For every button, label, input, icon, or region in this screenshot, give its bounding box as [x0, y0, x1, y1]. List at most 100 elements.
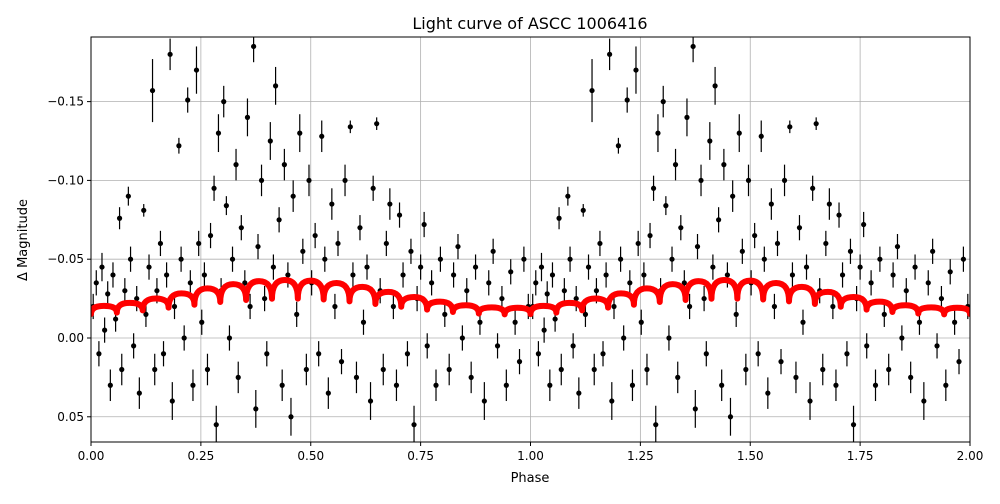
- data-point: [908, 374, 914, 380]
- data-point: [903, 288, 909, 294]
- data-point: [868, 280, 874, 286]
- data-point: [694, 243, 701, 250]
- data-point: [125, 193, 131, 199]
- data-point: [163, 272, 170, 278]
- data-point: [541, 327, 547, 333]
- data-point: [666, 335, 672, 341]
- data-point: [141, 207, 147, 213]
- data-point: [270, 264, 276, 270]
- data-point: [207, 232, 214, 239]
- data-point: [131, 343, 137, 349]
- data-point: [316, 351, 322, 357]
- data-point: [833, 382, 839, 388]
- data-point: [262, 295, 268, 302]
- data-point: [400, 272, 406, 278]
- data-point: [383, 240, 389, 247]
- data-point: [181, 335, 187, 341]
- data-point: [686, 303, 693, 310]
- data-point: [627, 280, 633, 286]
- data-point: [603, 272, 609, 278]
- data-point: [624, 97, 630, 103]
- x-tick-label: 1.75: [847, 449, 874, 463]
- data-point: [535, 351, 542, 357]
- data-point: [698, 177, 704, 184]
- data-point: [297, 130, 303, 136]
- data-point: [589, 87, 595, 94]
- data-point: [774, 240, 781, 247]
- data-point: [533, 280, 539, 286]
- data-point: [567, 256, 573, 262]
- data-point: [223, 203, 229, 209]
- data-point: [335, 240, 341, 247]
- data-point: [190, 382, 196, 388]
- data-point: [745, 177, 752, 184]
- data-point: [338, 359, 345, 365]
- data-point: [591, 366, 597, 373]
- data-point: [99, 264, 105, 270]
- data-point: [424, 343, 430, 349]
- data-point: [146, 264, 152, 270]
- data-point: [342, 177, 348, 184]
- data-point: [300, 248, 306, 254]
- data-point: [267, 138, 273, 144]
- data-point: [258, 177, 265, 184]
- data-point: [122, 288, 128, 294]
- data-point: [288, 414, 294, 420]
- data-point: [255, 243, 261, 250]
- data-point: [149, 87, 156, 94]
- y-tick-label: 0.05: [57, 410, 84, 424]
- data-point: [960, 256, 967, 262]
- data-point: [930, 248, 936, 254]
- chart-title: Light curve of ASCC 1006416: [412, 14, 647, 33]
- data-point: [719, 382, 725, 388]
- data-point: [347, 124, 353, 130]
- data-point: [272, 83, 279, 89]
- data-point: [952, 319, 958, 325]
- data-point: [408, 248, 414, 254]
- data-point: [494, 343, 501, 349]
- y-tick-label: −0.10: [47, 173, 84, 187]
- data-point: [187, 280, 193, 286]
- data-point: [247, 303, 253, 310]
- data-point: [675, 374, 681, 380]
- data-point: [233, 162, 239, 168]
- data-point: [803, 264, 810, 270]
- data-point: [739, 248, 745, 254]
- data-point: [655, 130, 661, 136]
- data-point: [477, 319, 483, 325]
- data-point: [229, 256, 236, 262]
- data-point: [364, 264, 370, 270]
- data-point: [549, 272, 556, 278]
- data-point: [446, 366, 452, 373]
- data-point: [956, 359, 962, 365]
- data-point: [576, 390, 582, 396]
- data-point: [925, 280, 931, 286]
- observations: [91, 37, 970, 442]
- data-point: [521, 256, 527, 262]
- data-point: [508, 269, 514, 275]
- data-point: [169, 398, 175, 404]
- data-point: [556, 215, 562, 221]
- model-line: [91, 277, 534, 318]
- data-point: [544, 291, 550, 297]
- data-point: [459, 335, 465, 341]
- data-point: [617, 256, 624, 262]
- data-point: [890, 272, 896, 278]
- data-point: [213, 422, 219, 428]
- data-point: [872, 382, 879, 388]
- data-point: [943, 382, 949, 388]
- data-point: [934, 343, 940, 349]
- data-point: [758, 133, 764, 139]
- data-point: [768, 201, 774, 207]
- data-point: [193, 67, 200, 73]
- data-point: [196, 240, 202, 247]
- data-point: [830, 303, 836, 310]
- data-point: [721, 162, 727, 168]
- data-point: [857, 264, 863, 270]
- data-point: [733, 311, 739, 317]
- data-point: [442, 311, 448, 317]
- data-point: [641, 272, 647, 278]
- data-point: [178, 256, 184, 262]
- data-point: [185, 97, 191, 103]
- data-point: [800, 319, 806, 325]
